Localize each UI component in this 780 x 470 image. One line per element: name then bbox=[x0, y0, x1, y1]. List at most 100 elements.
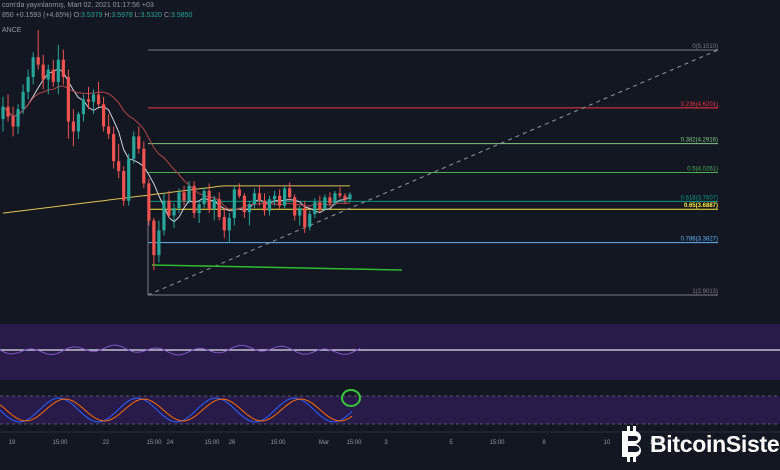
x-tick-label: 15:00 bbox=[489, 440, 505, 446]
brand-watermark: BitcoinSistemi bbox=[618, 424, 780, 464]
x-tick-label: 3 bbox=[384, 440, 388, 446]
rsi-line bbox=[0, 344, 361, 356]
candle-body bbox=[328, 197, 332, 204]
candle-body bbox=[212, 199, 216, 210]
candle-body bbox=[272, 195, 277, 200]
candle-body bbox=[177, 192, 181, 209]
candle-body bbox=[308, 214, 312, 227]
ma-mid-line bbox=[2, 85, 351, 211]
stoch-band bbox=[0, 396, 780, 424]
support-trend-line bbox=[151, 264, 403, 271]
candle-body bbox=[222, 217, 226, 231]
candle-body bbox=[187, 185, 191, 201]
x-tick-label: 19 bbox=[9, 440, 16, 446]
fib-level-label: 0.382(4.2916) bbox=[681, 138, 718, 144]
x-tick-label: 26 bbox=[229, 440, 236, 446]
candle-body bbox=[11, 116, 15, 127]
ma-slow-line bbox=[2, 185, 350, 214]
price-change: 850 +0.1593 (+4.65%) bbox=[2, 12, 74, 19]
candle-body bbox=[207, 190, 211, 210]
fib-level-label: 0.236(4.6201) bbox=[681, 102, 718, 108]
candle-body bbox=[288, 188, 292, 198]
candle-body bbox=[21, 91, 25, 110]
candle-body bbox=[31, 57, 35, 78]
candle-body bbox=[348, 194, 352, 200]
candle-body bbox=[41, 64, 45, 80]
x-tick-label: 15:00 bbox=[146, 440, 162, 446]
candle-body bbox=[202, 190, 206, 205]
ohlc-high: 3.5978 bbox=[111, 12, 133, 19]
candle-body bbox=[101, 104, 106, 127]
candle-body bbox=[96, 94, 101, 105]
candle-body bbox=[26, 77, 30, 92]
candle-body bbox=[46, 69, 50, 80]
candlestick-series bbox=[1, 30, 352, 270]
x-tick-label: 15:00 bbox=[346, 440, 362, 446]
candle-body bbox=[51, 69, 55, 82]
candle-body bbox=[247, 204, 252, 213]
candle-body bbox=[36, 57, 40, 65]
fib-level-label: 0.618(3.7607) bbox=[681, 195, 718, 201]
candle-body bbox=[6, 106, 10, 117]
stoch-d-line bbox=[0, 398, 353, 422]
candle-body bbox=[277, 195, 282, 206]
candle-body bbox=[262, 200, 267, 211]
candle-body bbox=[132, 136, 136, 159]
candle-body bbox=[303, 208, 307, 227]
candle-body bbox=[293, 197, 297, 216]
candle-body bbox=[217, 199, 221, 218]
candle-body bbox=[1, 106, 5, 120]
ohlc-low: 3.5320 bbox=[140, 12, 163, 19]
candle-body bbox=[76, 114, 81, 132]
stoch-k-line bbox=[0, 397, 353, 423]
candle-body bbox=[167, 200, 171, 216]
candle-body bbox=[157, 230, 161, 256]
candle-body bbox=[283, 188, 287, 206]
highlight-circle bbox=[341, 389, 361, 407]
candle-body bbox=[147, 183, 151, 221]
bitcoin-b-logo-icon bbox=[622, 426, 642, 462]
candle-body bbox=[127, 158, 131, 201]
candle-body bbox=[142, 148, 146, 184]
fib-level-label: 1(2.9013) bbox=[692, 289, 718, 295]
candle-body bbox=[81, 99, 86, 115]
publish-info: com'da yayınlanmış, Mart 02, 2021 01:17:… bbox=[2, 2, 154, 9]
x-tick-label: 15:00 bbox=[204, 440, 220, 446]
x-tick-label: 15:00 bbox=[649, 440, 665, 446]
candle-body bbox=[61, 59, 65, 78]
fib-level-label: 0.786(3.3827) bbox=[681, 237, 718, 243]
candle-body bbox=[182, 192, 186, 201]
oscillator-panes bbox=[0, 324, 780, 425]
candle-body bbox=[16, 109, 20, 127]
ohlc-open: 3.5379 bbox=[81, 12, 103, 19]
x-tick-label: Mar bbox=[319, 440, 329, 446]
candle-body bbox=[232, 189, 236, 219]
ohlc-legend: 850 +0.1593 (+4.65%) O:3.5379 H:3.5978 L… bbox=[2, 12, 192, 19]
candle-body bbox=[66, 77, 70, 122]
fib-level-label: 0.65(3.6887) bbox=[684, 203, 718, 209]
ohlc-close: 3.5850 bbox=[170, 12, 193, 19]
candle-body bbox=[112, 133, 116, 162]
ohlc-low-label: L: bbox=[134, 12, 141, 19]
candle-body bbox=[172, 208, 176, 216]
x-tick-label: 15:00 bbox=[52, 440, 68, 446]
candle-body bbox=[323, 197, 327, 210]
candle-body bbox=[267, 199, 272, 211]
candle-body bbox=[192, 185, 196, 214]
fib-level-label: 0.5(4.0261) bbox=[687, 167, 718, 173]
candle-body bbox=[343, 195, 347, 200]
candle-body bbox=[333, 193, 337, 204]
ohlc-high-label: H: bbox=[104, 12, 112, 19]
fibonacci-retracement[interactable]: 0(5.1510) 0.236(4.6201) 0.382(4.2916) 0.5(4… bbox=[147, 44, 719, 296]
candle-body bbox=[162, 200, 166, 231]
time-axis: 19 15:00 22 15:00 24 15:00 26 15:00 Mar 15:00 3 5 15… bbox=[0, 431, 780, 446]
x-tick-label: 8 bbox=[542, 440, 546, 446]
ohlc-open-label: O: bbox=[73, 12, 82, 19]
exchange-label: ANCE bbox=[2, 27, 22, 34]
candle-body bbox=[257, 193, 262, 201]
candle-body bbox=[137, 136, 141, 149]
rsi-band bbox=[0, 324, 780, 380]
candle-body bbox=[71, 121, 76, 132]
candle-body bbox=[117, 161, 121, 172]
